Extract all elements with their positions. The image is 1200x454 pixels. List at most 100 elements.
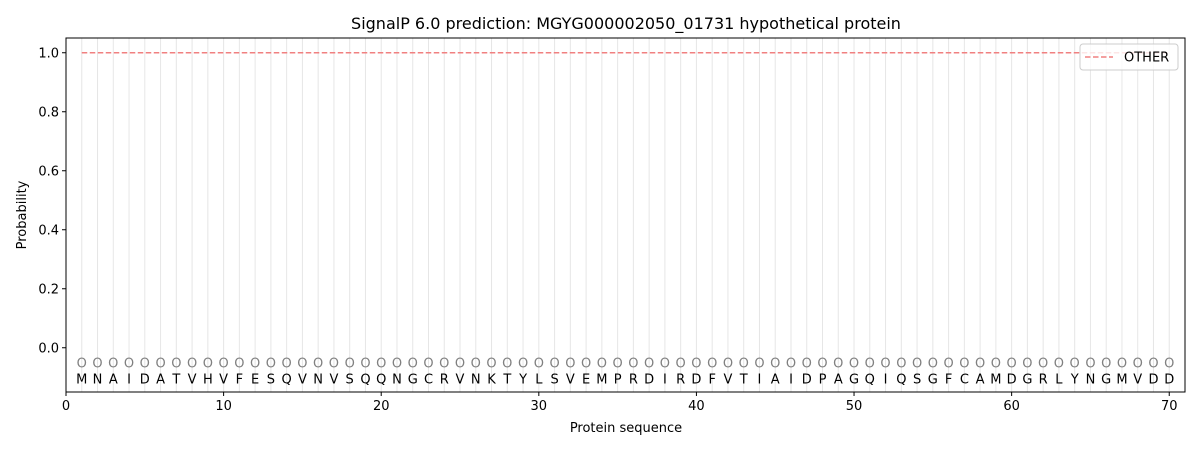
region-label: O (691, 357, 701, 372)
residue-label: Q (360, 372, 370, 387)
region-label: O (1007, 357, 1017, 372)
region-label: O (171, 357, 181, 372)
residue-label: Q (376, 372, 386, 387)
region-label: O (786, 357, 796, 372)
region-label: O (1038, 357, 1048, 372)
residue-label: S (913, 372, 921, 387)
residue-label: N (392, 372, 402, 387)
residue-label: A (771, 372, 780, 387)
y-tick-label: 0.4 (38, 223, 59, 238)
region-label: O (455, 357, 465, 372)
region-label: O (376, 357, 386, 372)
region-label: O (218, 357, 228, 372)
residue-label: D (140, 372, 150, 387)
region-label: O (502, 357, 512, 372)
legend: OTHER (1079, 43, 1179, 71)
region-label: O (1117, 357, 1127, 372)
residue-label: D (1007, 372, 1017, 387)
residue-label: V (723, 372, 732, 387)
region-label: O (991, 357, 1001, 372)
residue-label: Q (865, 372, 875, 387)
region-label: O (234, 357, 244, 372)
region-label: O (565, 357, 575, 372)
residue-label: M (596, 372, 607, 387)
region-label: O (124, 357, 134, 372)
chart-title: SignalP 6.0 prediction: MGYG000002050_01… (351, 14, 901, 34)
region-label: O (739, 357, 749, 372)
region-label: O (833, 357, 843, 372)
y-tick-label: 0.2 (38, 282, 59, 297)
residue-label: R (1039, 372, 1048, 387)
residue-label: R (629, 372, 638, 387)
residue-label: V (188, 372, 197, 387)
region-label: O (959, 357, 969, 372)
residue-label: F (708, 372, 715, 387)
region-label: O (423, 357, 433, 372)
region-label: O (581, 357, 591, 372)
residue-label: G (1022, 372, 1032, 387)
region-label: O (108, 357, 118, 372)
legend-box (1079, 43, 1179, 71)
residue-label: N (471, 372, 481, 387)
region-label: O (1054, 357, 1064, 372)
residue-label: M (1116, 372, 1127, 387)
residue-label: V (219, 372, 228, 387)
region-label: O (896, 357, 906, 372)
residue-label: D (644, 372, 654, 387)
x-tick-label: 30 (531, 399, 548, 414)
x-tick-label: 60 (1003, 399, 1020, 414)
region-label: O (849, 357, 859, 372)
region-label: O (250, 357, 260, 372)
residue-label: D (691, 372, 701, 387)
y-tick-label: 0.6 (38, 164, 59, 179)
region-label: O (1133, 357, 1143, 372)
residue-label: R (440, 372, 449, 387)
region-label: O (329, 357, 339, 372)
region-label: O (439, 357, 449, 372)
region-label: O (707, 357, 717, 372)
region-label: O (471, 357, 481, 372)
region-label: O (486, 357, 496, 372)
residue-label: E (582, 372, 590, 387)
residue-label: P (819, 372, 827, 387)
residue-label: E (251, 372, 259, 387)
region-label: O (282, 357, 292, 372)
region-label: O (92, 357, 102, 372)
region-label: O (77, 357, 87, 372)
residue-label: A (156, 372, 165, 387)
residue-label: V (298, 372, 307, 387)
region-label: O (880, 357, 890, 372)
region-label: O (360, 357, 370, 372)
residue-label: T (502, 372, 511, 387)
residue-label: N (313, 372, 323, 387)
x-tick-label: 40 (688, 399, 705, 414)
residue-label: Y (1070, 372, 1079, 387)
residue-label: V (456, 372, 465, 387)
residue-label: T (739, 372, 748, 387)
y-axis-label: Probability (15, 180, 30, 249)
y-tick-label: 1.0 (38, 46, 59, 61)
residue-label: Y (518, 372, 527, 387)
residue-label: Q (896, 372, 906, 387)
region-label: O (1164, 357, 1174, 372)
residue-label: V (329, 372, 338, 387)
region-label: O (802, 357, 812, 372)
region-label: O (266, 357, 276, 372)
residue-label: A (834, 372, 843, 387)
region-label: O (943, 357, 953, 372)
region-label: O (912, 357, 922, 372)
region-label: O (187, 357, 197, 372)
y-tick-label: 0.0 (38, 341, 59, 356)
residue-label: F (945, 372, 952, 387)
region-label: O (1101, 357, 1111, 372)
region-label: O (345, 357, 355, 372)
residue-label: L (535, 372, 543, 387)
residue-label: I (884, 372, 888, 387)
legend-label-other: OTHER (1124, 51, 1169, 66)
region-label: O (597, 357, 607, 372)
region-label: O (660, 357, 670, 372)
residue-label: N (1086, 372, 1096, 387)
residue-label: H (203, 372, 213, 387)
residue-label: T (171, 372, 180, 387)
